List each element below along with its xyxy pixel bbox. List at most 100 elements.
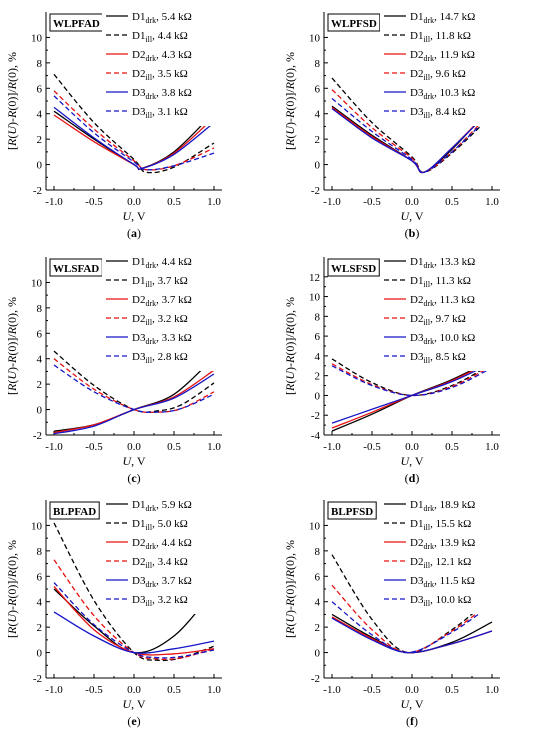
y-tick-label: 0 bbox=[37, 405, 43, 417]
y-tick-label: 2 bbox=[315, 622, 321, 634]
y-axis-label: [R(U)-R(0)]/R(0), % bbox=[283, 540, 297, 638]
x-tick-label: -0.5 bbox=[85, 441, 103, 453]
y-tick-label: 4 bbox=[37, 109, 43, 121]
y-axis-label: [R(U)-R(0)]/R(0), % bbox=[5, 52, 19, 150]
series-d2-ill-line bbox=[331, 89, 493, 173]
sample-label: WLPFSD bbox=[331, 18, 377, 30]
sample-label: BLPFSD bbox=[331, 506, 373, 518]
x-tick-label: -1.0 bbox=[323, 196, 341, 208]
y-tick-label: 8 bbox=[315, 546, 321, 558]
series-d1-ill-line bbox=[331, 554, 493, 654]
y-tick-label: -2 bbox=[33, 430, 42, 442]
y-tick-label: 10 bbox=[309, 32, 321, 44]
legend-entry: D2drk, 4.3 kΩ bbox=[132, 49, 192, 63]
y-tick-label: 0 bbox=[37, 648, 43, 660]
y-tick-label: 8 bbox=[37, 546, 43, 558]
series-d3-ill-line bbox=[53, 582, 215, 659]
sample-label-box bbox=[327, 258, 380, 277]
y-tick-label: 2 bbox=[315, 371, 321, 383]
panel-caption: (d) bbox=[405, 471, 420, 485]
panel-caption: (c) bbox=[127, 471, 140, 485]
y-tick-label: 6 bbox=[315, 571, 321, 583]
legend-entry: D1ill, 3.7 kΩ bbox=[132, 275, 188, 289]
x-axis-label: U, V bbox=[400, 209, 423, 223]
y-tick-label: 6 bbox=[315, 83, 321, 95]
legend-entry: D2drk, 11.3 kΩ bbox=[410, 294, 475, 308]
y-tick-label: 8 bbox=[37, 303, 43, 315]
x-tick-label: -1.0 bbox=[45, 684, 63, 696]
y-tick-label: 8 bbox=[37, 58, 43, 70]
series-d3-ill-line bbox=[331, 601, 493, 654]
legend-entry: D1ill, 11.8 kΩ bbox=[410, 30, 471, 44]
legend-entry: D2ill, 9.7 kΩ bbox=[410, 313, 466, 327]
legend-entry: D3ill, 3.2 kΩ bbox=[132, 594, 188, 608]
panel-caption: (f) bbox=[406, 714, 418, 728]
y-tick-label: 2 bbox=[37, 379, 43, 391]
x-axis-label: U, V bbox=[400, 697, 423, 711]
chart-panel-d: -4 -2 0 2 4 6 8 10 12 -1.0 -0.5 0.0 0.5 1.0 U, V [R(U)-… bbox=[283, 253, 504, 485]
legend-entry: D2ill, 3.2 kΩ bbox=[132, 313, 188, 327]
x-tick-label: 1.0 bbox=[485, 196, 499, 208]
x-tick-label: 0.5 bbox=[445, 441, 459, 453]
y-tick-label: 4 bbox=[315, 109, 321, 121]
series-d1-ill-line bbox=[53, 522, 215, 662]
chart-panel-b: -2 0 2 4 6 8 10 -1.0 -0.5 0.0 0.5 1.0 U, V [R(U)-R(0)… bbox=[283, 8, 504, 240]
sample-label: WLSFSD bbox=[331, 263, 376, 275]
x-axis-label: U, V bbox=[400, 454, 423, 468]
y-tick-label: 8 bbox=[315, 58, 321, 70]
legend-entry: D1drk, 18.9 kΩ bbox=[410, 499, 475, 513]
legend-entry: D2ill, 3.5 kΩ bbox=[132, 68, 188, 82]
chart-panel-c: -2 0 2 4 6 8 10 -1.0 -0.5 0.0 0.5 1.0 U, V [R(U)-R(0)… bbox=[5, 253, 226, 485]
y-tick-label: 2 bbox=[37, 622, 43, 634]
legend-entry: D2drk, 4.4 kΩ bbox=[132, 537, 192, 551]
legend-entry: D2ill, 9.6 kΩ bbox=[410, 68, 466, 82]
series-d2-ill-line bbox=[331, 584, 493, 654]
x-tick-label: -0.5 bbox=[85, 196, 103, 208]
series-d3-ill-line bbox=[331, 97, 493, 173]
x-tick-label: -0.5 bbox=[363, 684, 381, 696]
series-d3-ill-line bbox=[53, 95, 215, 171]
x-tick-label: 1.0 bbox=[485, 684, 499, 696]
y-tick-label: 6 bbox=[37, 83, 43, 95]
y-tick-label: -2 bbox=[311, 673, 320, 685]
x-tick-label: 1.0 bbox=[485, 441, 499, 453]
y-tick-label: 10 bbox=[31, 32, 43, 44]
legend-entry: D3drk, 11.5 kΩ bbox=[410, 575, 475, 589]
legend-entry: D3drk, 10.3 kΩ bbox=[410, 87, 475, 101]
y-tick-label: -2 bbox=[311, 185, 320, 197]
y-tick-label: 2 bbox=[37, 134, 43, 146]
legend-entry: D1ill, 4.4 kΩ bbox=[132, 30, 188, 44]
x-tick-label: -1.0 bbox=[323, 684, 341, 696]
series-d3-drk-line bbox=[53, 106, 215, 170]
y-tick-label: -2 bbox=[33, 185, 42, 197]
legend-background bbox=[102, 496, 226, 614]
x-tick-label: 0.0 bbox=[405, 684, 419, 696]
legend-entry: D2drk, 3.7 kΩ bbox=[132, 294, 192, 308]
series-d3-drk-line bbox=[53, 611, 215, 654]
legend-entry: D3ill, 8.5 kΩ bbox=[410, 351, 466, 365]
legend-background bbox=[102, 8, 226, 126]
legend-entry: D3drk, 3.3 kΩ bbox=[132, 332, 192, 346]
y-tick-label: -4 bbox=[311, 430, 321, 442]
x-tick-label: -0.5 bbox=[363, 441, 381, 453]
legend-entry: D2drk, 11.9 kΩ bbox=[410, 49, 475, 63]
y-tick-label: 0 bbox=[315, 390, 321, 402]
panel-caption: (b) bbox=[405, 226, 420, 240]
y-tick-label: 10 bbox=[31, 520, 43, 532]
legend-entry: D3drk, 10.0 kΩ bbox=[410, 332, 475, 346]
y-tick-label: 10 bbox=[309, 292, 321, 304]
x-tick-label: -0.5 bbox=[85, 684, 103, 696]
legend-entry: D1ill, 11.3 kΩ bbox=[410, 275, 471, 289]
legend-entry: D2drk, 13.9 kΩ bbox=[410, 537, 475, 551]
legend-entry: D3ill, 8.4 kΩ bbox=[410, 106, 466, 120]
x-tick-label: -1.0 bbox=[45, 441, 63, 453]
x-tick-label: 0.5 bbox=[167, 441, 181, 453]
y-axis-label: [R(U)-R(0)]/R(0), % bbox=[5, 540, 19, 638]
sample-label: WLPFAD bbox=[53, 18, 100, 30]
x-tick-label: -1.0 bbox=[323, 441, 341, 453]
x-tick-label: 0.5 bbox=[445, 196, 459, 208]
legend-entry: D2ill, 3.4 kΩ bbox=[132, 556, 188, 570]
y-tick-label: 12 bbox=[309, 272, 320, 284]
legend-entry: D3ill, 10.0 kΩ bbox=[410, 594, 471, 608]
